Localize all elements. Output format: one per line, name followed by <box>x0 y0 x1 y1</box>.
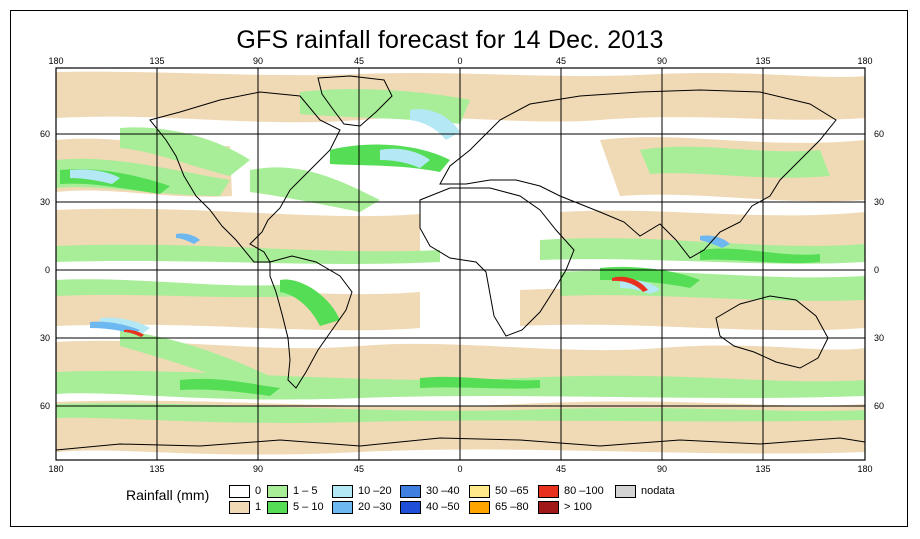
legend-swatch-10 <box>538 485 559 498</box>
legend-swatch-8 <box>469 485 490 498</box>
lon-tick-label: 180 <box>48 56 63 66</box>
lat-tick-label: 30 <box>40 197 50 207</box>
greenland-coast <box>317 75 393 127</box>
legend-swatch-6 <box>400 485 421 498</box>
lon-tick-label: 135 <box>149 56 164 66</box>
lat-ticks-left: 60 30 0 30 60 <box>40 129 50 411</box>
lon-tick-label: 0 <box>457 56 462 66</box>
legend-label-5: 20 –30 <box>358 501 392 513</box>
legend-swatch-0 <box>229 485 250 498</box>
lat-tick-label: 30 <box>874 197 884 207</box>
lon-ticks-bottom: 180 135 90 45 0 45 90 135 180 <box>48 464 872 474</box>
antarctica-coast <box>56 437 865 451</box>
map-border <box>55 67 866 461</box>
legend-label-9: 65 –80 <box>495 501 529 513</box>
legend-label-4: 10 –20 <box>358 485 392 497</box>
africa-coast <box>419 187 575 337</box>
legend-swatch-12 <box>615 485 636 498</box>
lon-tick-label: 135 <box>755 56 770 66</box>
lon-tick-label: 90 <box>657 56 667 66</box>
graticule <box>56 68 865 460</box>
lon-tick-label: 45 <box>556 56 566 66</box>
legend-title: Rainfall (mm) <box>126 487 210 503</box>
lon-tick-label: 45 <box>354 56 364 66</box>
legend-label-2: 1 – 5 <box>293 485 318 497</box>
lat-tick-label: 30 <box>874 333 884 343</box>
legend-swatch-1 <box>229 501 250 514</box>
rainfall-80-100mm-areas <box>124 276 648 337</box>
eurasia-coast <box>439 89 837 259</box>
lon-tick-label: 135 <box>755 464 770 474</box>
lon-tick-label: 180 <box>857 56 872 66</box>
legend-swatch-5 <box>332 501 353 514</box>
legend-label-10: 80 –100 <box>564 485 604 497</box>
australia-coast <box>715 295 829 369</box>
lon-tick-label: 90 <box>657 464 667 474</box>
lon-tick-label: 90 <box>253 464 263 474</box>
legend-label-6: 30 –40 <box>426 485 460 497</box>
north-america-coast <box>149 91 341 263</box>
legend-label-12: nodata <box>641 485 675 497</box>
lon-tick-label: 0 <box>457 464 462 474</box>
legend-swatch-3 <box>267 501 288 514</box>
lat-tick-label: 0 <box>45 265 50 275</box>
lat-ticks-right: 60 30 0 30 60 <box>874 129 884 411</box>
lat-tick-label: 60 <box>40 129 50 139</box>
legend-label-8: 50 –65 <box>495 485 529 497</box>
map-title: GFS rainfall forecast for 14 Dec. 2013 <box>236 26 664 54</box>
legend-swatch-11 <box>538 501 559 514</box>
lon-tick-label: 45 <box>354 464 364 474</box>
lon-tick-label: 180 <box>857 464 872 474</box>
figure-frame <box>10 10 908 527</box>
lat-tick-label: 60 <box>40 401 50 411</box>
legend-swatch-4 <box>332 485 353 498</box>
lon-tick-label: 45 <box>556 464 566 474</box>
coastlines <box>56 75 865 451</box>
lat-tick-label: 60 <box>874 129 884 139</box>
lon-tick-label: 135 <box>149 464 164 474</box>
legend-label-3: 5 – 10 <box>293 501 324 513</box>
south-america-coast <box>269 255 353 389</box>
lon-tick-label: 180 <box>48 464 63 474</box>
lon-tick-label: 90 <box>253 56 263 66</box>
lat-tick-label: 60 <box>874 401 884 411</box>
lat-tick-label: 0 <box>874 265 879 275</box>
legend-label-0: 0 <box>255 485 262 497</box>
legend-label-1: 1 <box>255 501 262 513</box>
legend-swatch-2 <box>267 485 288 498</box>
legend-swatch-7 <box>400 501 421 514</box>
legend-swatch-9 <box>469 501 490 514</box>
legend-label-11: > 100 <box>564 501 592 513</box>
lon-ticks-top: 180 135 90 45 0 45 90 135 180 <box>48 56 872 66</box>
legend-label-7: 40 –50 <box>426 501 460 513</box>
lat-tick-label: 30 <box>40 333 50 343</box>
